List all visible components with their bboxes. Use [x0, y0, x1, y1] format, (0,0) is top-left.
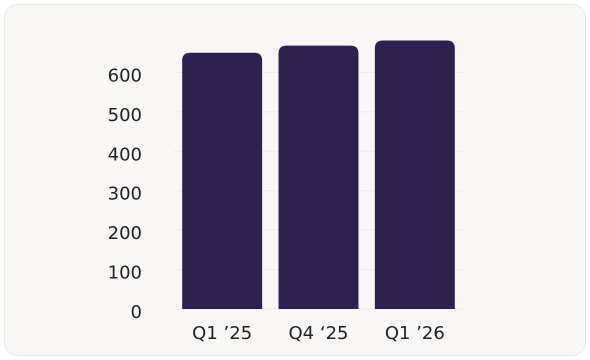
bar — [182, 52, 263, 309]
x-tick-label: Q1 ’26 — [385, 323, 445, 344]
x-tick-label: Q4 ‘25 — [289, 323, 349, 344]
y-tick-label: 300 — [108, 184, 142, 205]
x-tick-label: Q1 ’25 — [192, 323, 252, 344]
y-tick-label: 500 — [108, 105, 142, 126]
y-tick-label: 400 — [108, 144, 142, 165]
y-tick-label: 600 — [108, 65, 142, 86]
y-tick-label: 200 — [108, 223, 142, 244]
y-tick-label: 100 — [108, 263, 142, 284]
bar — [278, 45, 359, 310]
bar — [374, 40, 455, 310]
y-tick-label: 0 — [131, 302, 142, 323]
